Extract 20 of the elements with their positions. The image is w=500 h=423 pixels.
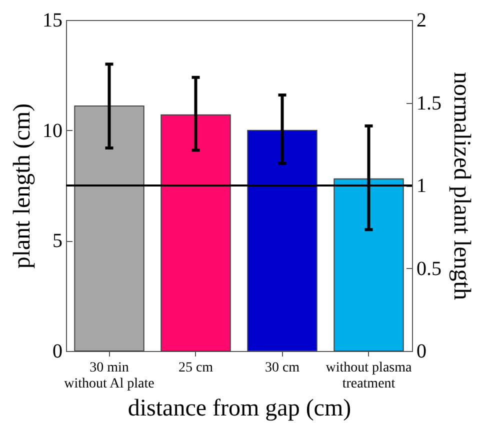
- y2-tick-label: 0.5: [416, 258, 442, 280]
- bar: [334, 178, 404, 352]
- x-tick-label: 30 cm: [264, 360, 300, 376]
- y-tick-label: 10: [42, 120, 62, 142]
- x-tick-label: 30 min without Al plate: [64, 360, 154, 392]
- y2-axis-title: normalized plant length: [448, 72, 474, 300]
- y-tick-label: 15: [42, 10, 62, 32]
- y2-tick-label: 2: [416, 10, 426, 32]
- y2-tick-label: 1.5: [416, 92, 442, 114]
- y-axis-title: plant length (cm): [10, 103, 36, 269]
- y-tick-label: 0: [52, 340, 62, 362]
- bar: [160, 114, 231, 352]
- x-tick-label: without plasma treatment: [326, 360, 412, 392]
- x-tick-label: 25 cm: [178, 360, 214, 376]
- y-tick-label: 5: [52, 230, 62, 252]
- y2-tick-label: 1: [416, 175, 426, 197]
- bar: [247, 130, 318, 352]
- y2-tick-label: 0: [416, 340, 426, 362]
- bar: [74, 106, 144, 352]
- x-axis-title: distance from gap (cm): [128, 396, 352, 422]
